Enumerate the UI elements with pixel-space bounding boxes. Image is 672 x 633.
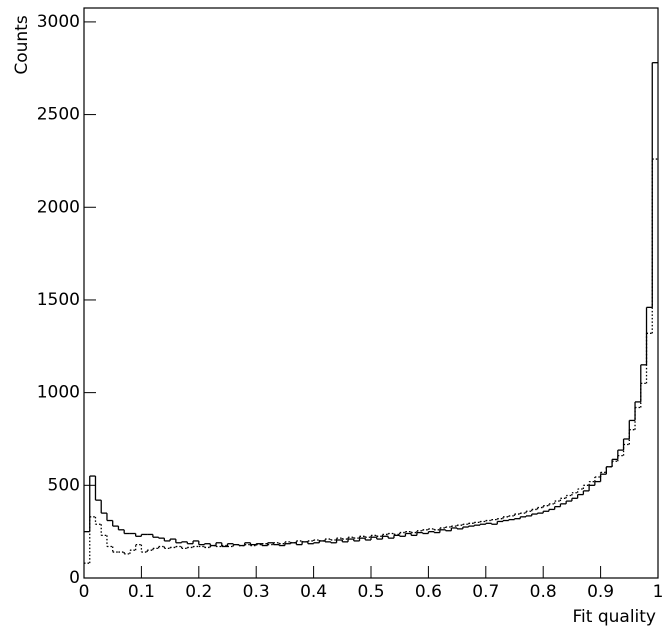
y-axis-label: Counts — [12, 15, 32, 74]
y-tick-label: 1500 — [37, 290, 80, 310]
x-axis-label: Fit quality — [573, 607, 657, 627]
x-tick-label: 0.1 — [128, 582, 155, 602]
y-tick-label: 0 — [69, 568, 80, 588]
y-tick-label: 3000 — [37, 12, 80, 32]
x-tick-label: 0.3 — [243, 582, 270, 602]
x-tick-label: 0 — [79, 582, 90, 602]
y-tick-label: 1000 — [37, 383, 80, 403]
x-tick-label: 0.9 — [587, 582, 614, 602]
y-tick-label: 2500 — [37, 105, 80, 125]
x-tick-label: 0.5 — [357, 582, 384, 602]
x-tick-label: 0.4 — [300, 582, 327, 602]
x-tick-label: 0.7 — [472, 582, 499, 602]
y-tick-label: 500 — [48, 475, 80, 495]
x-tick-label: 0.2 — [185, 582, 212, 602]
x-tick-label: 1 — [653, 582, 664, 602]
y-tick-label: 2000 — [37, 197, 80, 217]
x-tick-label: 0.6 — [415, 582, 442, 602]
x-tick-label: 0.8 — [530, 582, 557, 602]
